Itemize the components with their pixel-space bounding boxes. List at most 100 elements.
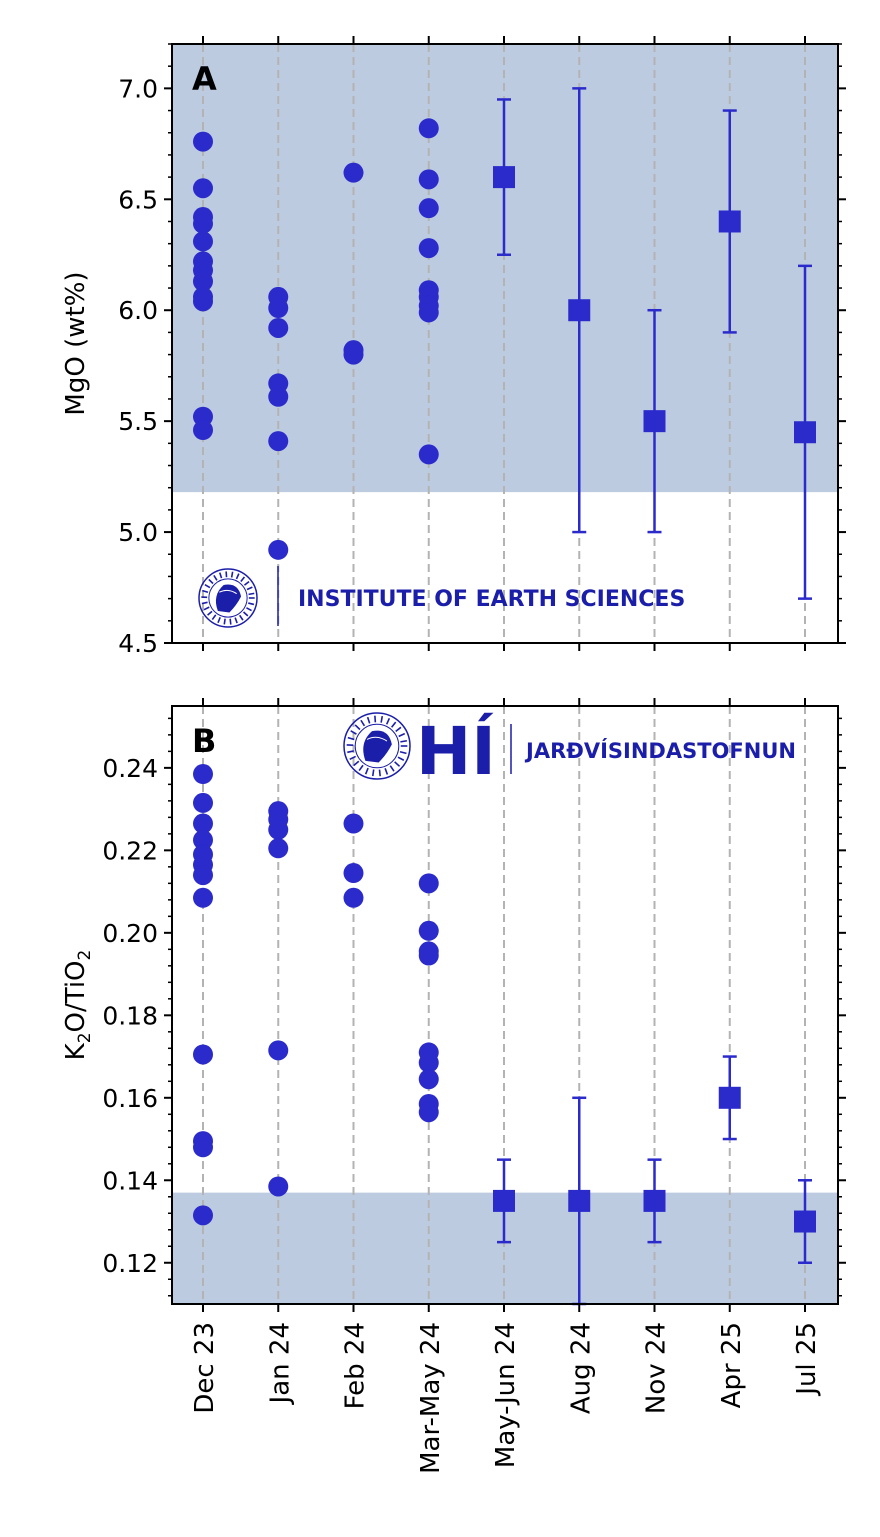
data-point [193,830,213,851]
seal-head [363,730,392,763]
ytick-label: 4.5 [118,629,158,658]
seal-letter-mark [229,618,232,625]
data-point [343,344,364,365]
seal-letter-mark [380,715,384,723]
seal-letter-mark [390,721,397,728]
data-point [418,444,439,465]
xtick-label: Dec 23 [190,1322,220,1414]
seal-letter-mark [230,571,234,578]
seal-ring [198,568,258,628]
data-point [343,863,364,884]
seal-letter-mark [208,578,214,585]
ytick-label: 0.14 [102,1166,158,1195]
data-point [193,1205,213,1226]
estimate-marker [568,299,591,322]
data-point [268,819,289,840]
data-point [418,198,439,219]
data-point [193,792,213,813]
ylabel: MgO (wt%) [61,271,91,415]
seal-letter-mark [349,755,356,761]
seal-letter-mark [243,580,250,586]
seal-letter-mark [347,750,354,754]
data-point [343,813,364,834]
xtick-label: Feb 24 [341,1322,371,1409]
data-point [193,213,213,234]
estimate-marker [643,1189,666,1212]
ylabel-part: 2 [75,1032,95,1043]
data-point [268,317,289,338]
data-point [193,1137,213,1158]
data-point [418,302,439,323]
ylabel-part: O/TiO [61,960,91,1032]
data-point [418,1069,439,1090]
hi-logo: HÍ JARÐVÍSINDASTOFNUN [343,712,796,790]
seal-letter-mark [239,614,244,621]
data-point [418,1102,439,1123]
seal-letter-mark [395,726,402,733]
seal-letter-mark [350,730,357,735]
seal-letter-mark [218,572,223,579]
seal-inner-ring [208,578,248,618]
seal-hair [219,589,237,595]
university-seal-icon [343,712,411,780]
xtick-label: Aug 24 [566,1322,596,1414]
xtick-label: Mar-May 24 [416,1322,446,1474]
seal-letter-mark [371,769,375,777]
data-point [418,169,439,190]
estimate-marker [794,421,816,444]
seal-letter-mark [347,736,355,741]
data-point [418,873,439,894]
seal-hair [366,736,388,742]
ytick-label: 5.5 [118,407,158,436]
estimate-marker [493,1189,515,1212]
xtick-label: May-Jun 24 [491,1322,521,1468]
seal-letter-mark [201,601,208,605]
ylabel-part: 2 [75,950,95,961]
xtick-label: Jan 24 [265,1322,295,1405]
data-point [268,1176,289,1197]
seal-letter-mark [235,573,240,580]
data-point [268,298,289,319]
seal-letter-mark [378,769,381,777]
data-point [193,887,213,908]
seal-ring [343,712,411,780]
ytick-label: 0.12 [102,1249,158,1278]
data-point [268,539,289,560]
panel-label: A [192,60,217,98]
seal-letter-mark [217,617,221,624]
seal-letter-mark [223,618,226,625]
seal-letter-mark [246,607,252,612]
data-point [268,1040,289,1061]
data-point [193,420,213,441]
estimate-marker [718,1086,741,1109]
ytick-label: 6.0 [118,296,158,325]
ytick-label: 0.16 [102,1084,158,1113]
seal-head [215,584,242,613]
data-point [268,386,289,407]
seal-letter-mark [384,768,389,775]
data-point [418,1052,439,1073]
seal-letter-mark [358,764,364,772]
seal-letter-mark [240,576,246,583]
estimate-marker [643,410,666,433]
seal-letter-mark [399,750,407,755]
data-point [193,865,213,886]
seal-letter-mark [204,583,211,589]
seal-letter-mark [394,761,401,767]
data-point [193,1044,213,1065]
seal-letter-mark [385,717,391,725]
data-point [418,945,439,966]
ytick-label: 5.0 [118,518,158,547]
estimate-marker [493,166,515,189]
xtick-label: Apr 25 [717,1322,747,1408]
ytick-label: 0.18 [102,1001,158,1030]
seal-letter-mark [242,611,249,617]
seal-letter-mark [207,610,213,616]
data-point [193,131,213,152]
seal-letter-mark [234,617,238,624]
seal-letter-mark [354,724,361,731]
panel-label: B [192,722,216,760]
seal-letter-mark [398,732,406,738]
ylabel: K2O/TiO2 [61,950,95,1061]
